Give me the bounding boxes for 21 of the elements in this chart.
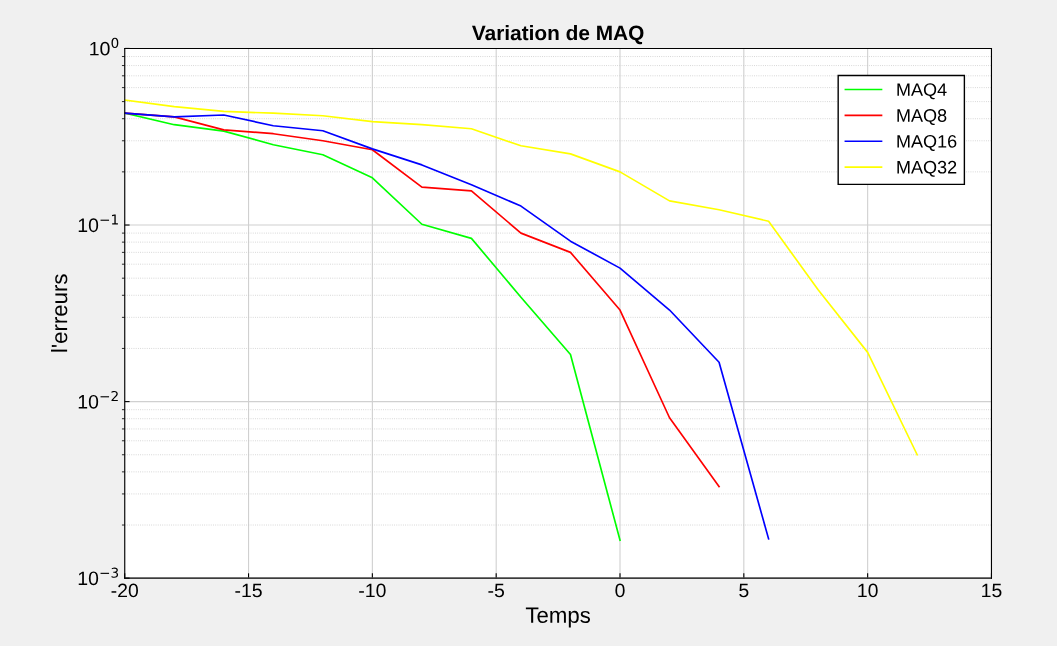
- legend-label: MAQ32: [897, 160, 957, 177]
- x-tick-label: -15: [235, 583, 262, 598]
- legend-label: MAQ8: [897, 109, 947, 126]
- x-tick-label: 5: [739, 583, 749, 598]
- y-axis-title: l'erreurs: [51, 274, 68, 352]
- x-tick-label: -5: [488, 583, 505, 598]
- x-tick-label: 10: [858, 583, 878, 598]
- y-tick-label: 10$^{−1}$: [78, 214, 118, 233]
- legend-label: MAQ16: [897, 134, 957, 151]
- y-tick-label: 10$^{0}$: [90, 37, 119, 56]
- line-series: [124, 112, 621, 542]
- x-tick-label: -20: [111, 583, 139, 598]
- x-tick-label: -10: [359, 583, 386, 598]
- chart-title: Variation de MAQ: [472, 25, 644, 45]
- x-axis-title: Temps: [525, 607, 591, 628]
- x-tick-label: 0: [615, 583, 625, 598]
- legend-label: MAQ4: [897, 83, 947, 100]
- y-tick-label: 10$^{−2}$: [78, 390, 118, 409]
- x-tick-label: 15: [982, 583, 1002, 598]
- y-tick-label: 10$^{−3}$: [78, 567, 119, 586]
- line-series: [124, 112, 770, 540]
